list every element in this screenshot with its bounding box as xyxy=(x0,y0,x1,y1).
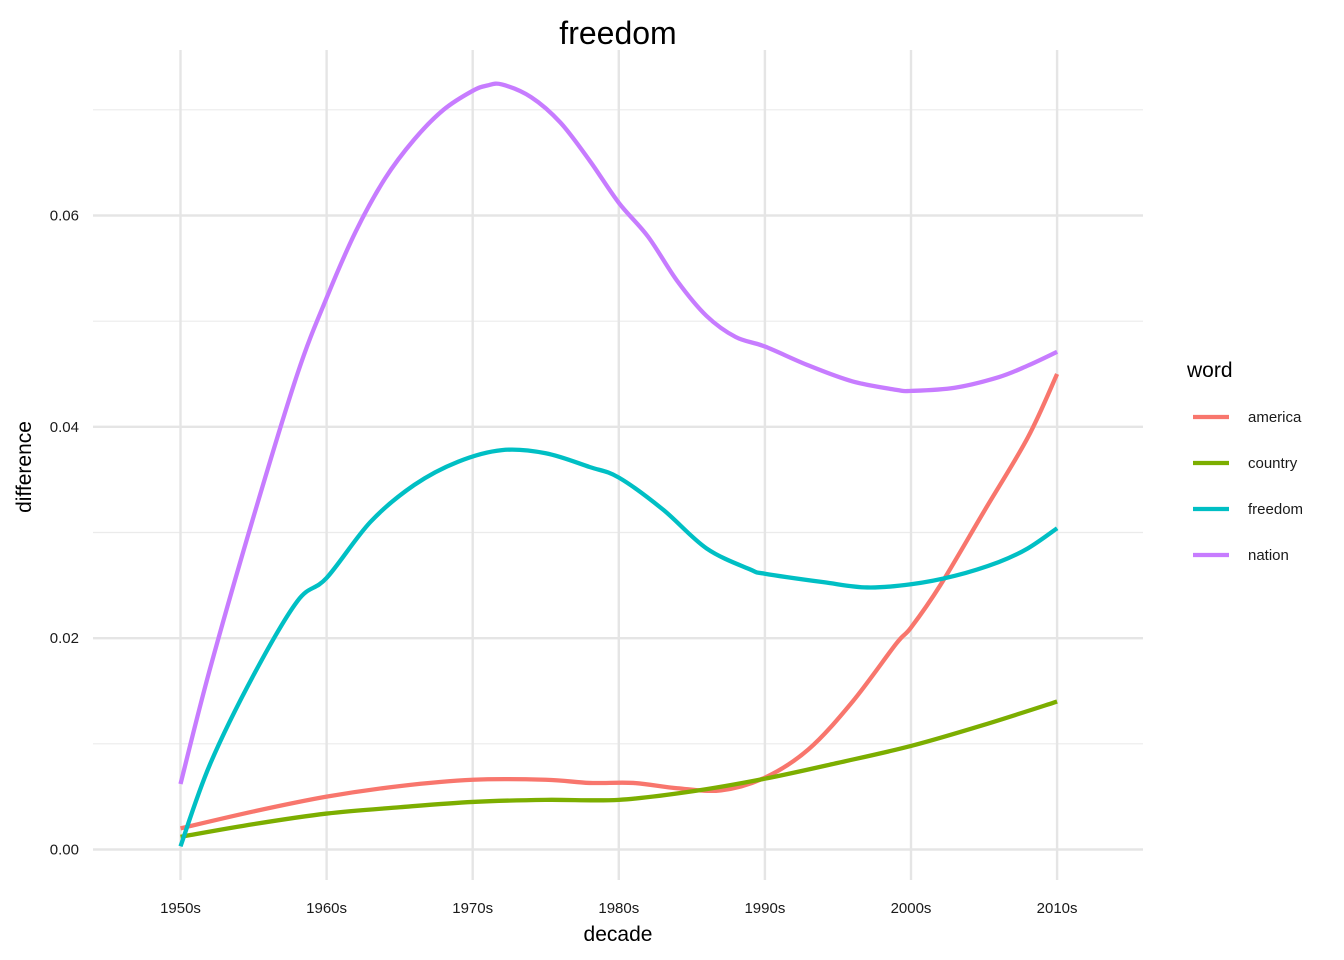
y-tick-label: 0.06 xyxy=(50,208,79,225)
legend-label-country: country xyxy=(1248,455,1298,472)
y-axis-title: difference xyxy=(13,421,36,513)
series-line-nation xyxy=(178,81,1059,785)
legend-title: word xyxy=(1186,359,1233,382)
series-layer xyxy=(178,81,1060,848)
series-line-country xyxy=(180,699,1058,839)
legend-label-freedom: freedom xyxy=(1248,501,1303,518)
legend-label-america: america xyxy=(1248,409,1302,426)
y-tick-label: 0.04 xyxy=(50,419,79,436)
chart-title: freedom xyxy=(559,15,676,51)
x-tick-label: 2000s xyxy=(891,900,932,917)
y-tick-label: 0.02 xyxy=(50,630,79,647)
x-tick-label: 1960s xyxy=(306,900,347,917)
y-tick-label: 0.00 xyxy=(50,842,79,859)
x-tick-label: 1970s xyxy=(452,900,493,917)
axis-layer: 0.00 0.02 0.04 0.06 1950s 1960s 1970s 1980s 1990… xyxy=(50,208,1078,918)
x-axis-title: decade xyxy=(584,923,653,946)
series-line-america xyxy=(180,373,1060,831)
legend-items: america country freedom nation xyxy=(1193,409,1303,564)
legend-label-nation: nation xyxy=(1248,547,1289,564)
series-line-freedom xyxy=(178,447,1059,848)
legend: word america country freedom nation xyxy=(1186,359,1303,564)
x-tick-label: 1990s xyxy=(744,900,785,917)
grid-layer xyxy=(93,50,1143,880)
x-tick-label: 2010s xyxy=(1037,900,1078,917)
x-tick-label: 1950s xyxy=(160,900,201,917)
x-tick-label: 1980s xyxy=(598,900,639,917)
